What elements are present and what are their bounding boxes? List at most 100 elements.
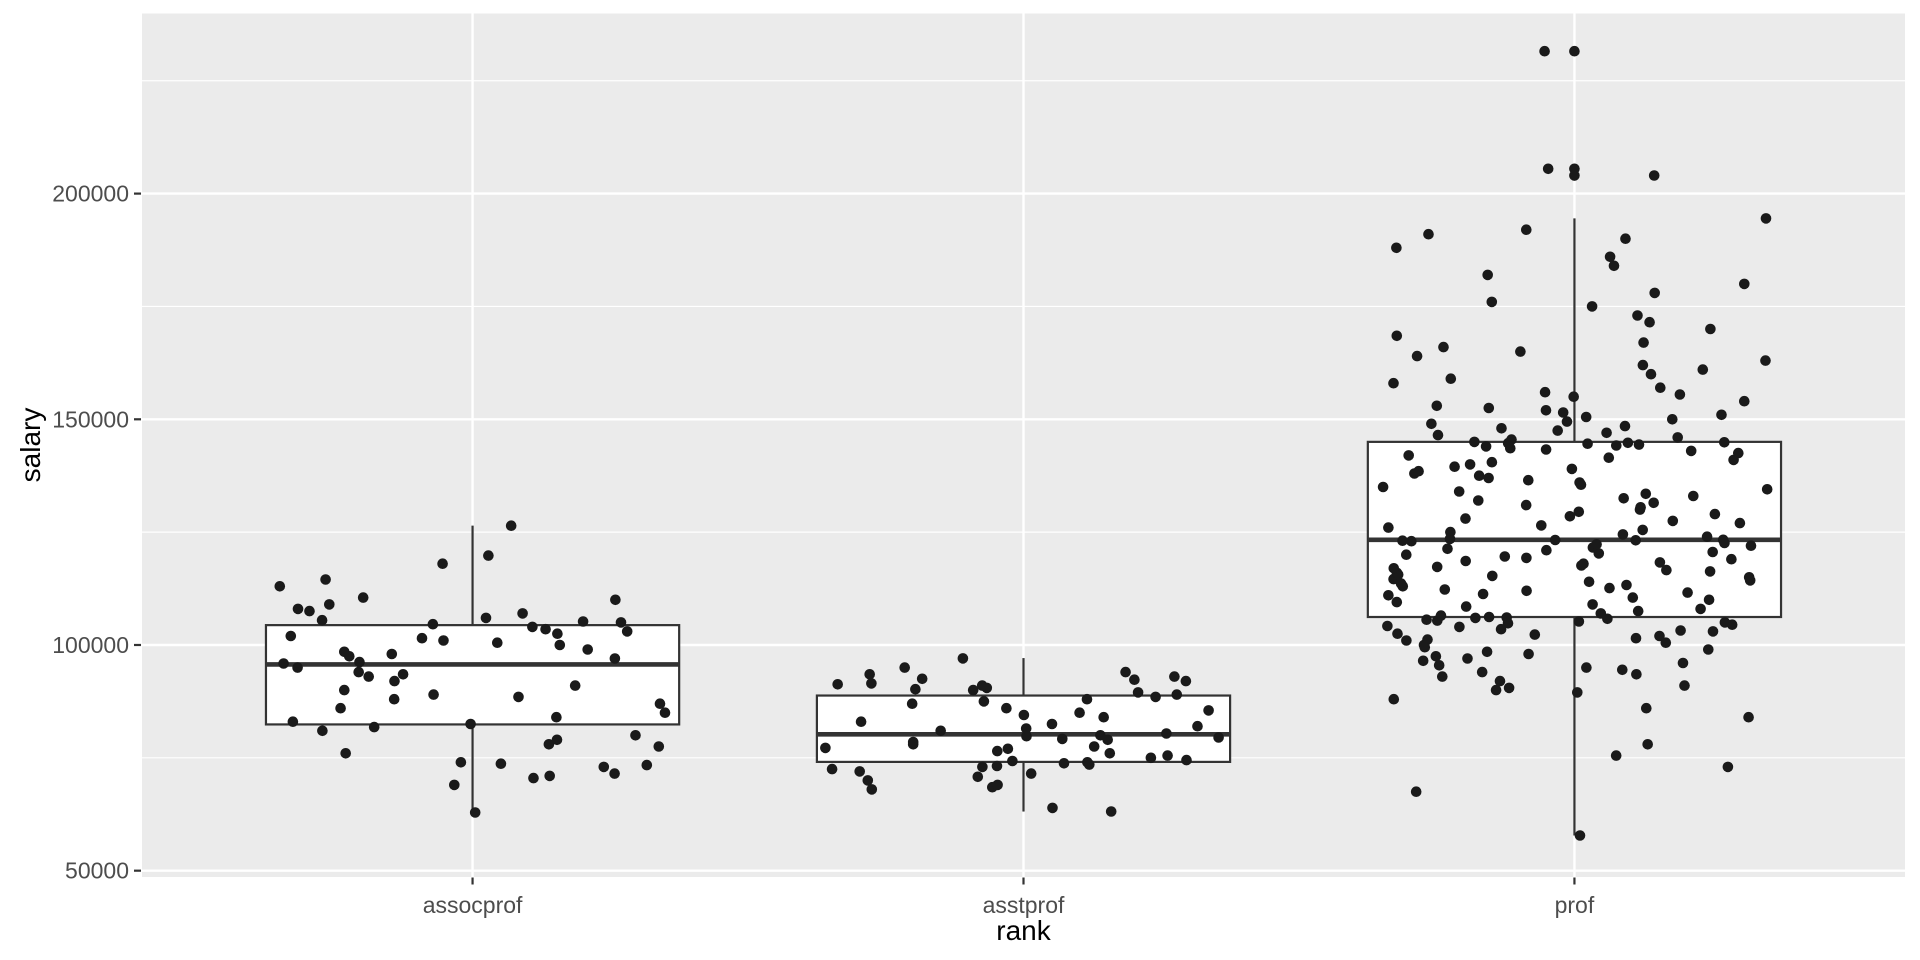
jitter-point xyxy=(1161,728,1172,739)
jitter-point xyxy=(577,616,589,627)
boxplot-asstprof xyxy=(815,658,1232,812)
jitter-point xyxy=(1648,497,1659,509)
jitter-point xyxy=(1503,682,1515,694)
jitter-point xyxy=(316,614,328,626)
jitter-point xyxy=(1529,629,1541,640)
jitter-point xyxy=(1406,535,1417,547)
jitter-point xyxy=(1523,648,1534,660)
jitter-point xyxy=(1499,551,1511,562)
jitter-point xyxy=(543,739,555,750)
jitter-point xyxy=(1464,459,1476,470)
jitter-point xyxy=(1581,662,1592,673)
jitter-point xyxy=(388,693,400,705)
jitter-point xyxy=(1707,546,1718,558)
jitter-point xyxy=(1520,499,1532,511)
jitter-point xyxy=(1660,637,1672,648)
jitter-point xyxy=(1020,723,1032,734)
jitter-point xyxy=(1046,718,1058,730)
jitter-point xyxy=(992,779,1003,791)
jitter-point xyxy=(1486,456,1498,468)
jitter-point xyxy=(357,592,369,603)
jitter-point xyxy=(630,730,641,741)
jitter-point xyxy=(1632,605,1644,617)
y-axis-title: salary xyxy=(15,408,46,483)
jitter-point xyxy=(1761,484,1773,495)
jitter-point xyxy=(1760,355,1771,366)
x-axis-title: rank xyxy=(996,915,1051,946)
jitter-point xyxy=(1401,635,1412,646)
jitter-point xyxy=(1743,572,1755,583)
jitter-point xyxy=(659,707,671,718)
jitter-point xyxy=(339,684,350,696)
jitter-point xyxy=(621,626,633,637)
jitter-point xyxy=(1397,535,1408,546)
jitter-point xyxy=(1417,655,1429,667)
jitter-point xyxy=(1180,675,1192,687)
jitter-point xyxy=(1610,750,1622,761)
jitter-point xyxy=(569,680,581,691)
jitter-point xyxy=(324,599,335,610)
jitter-point xyxy=(551,734,563,746)
jitter-point xyxy=(353,666,365,678)
jitter-point xyxy=(1695,603,1706,615)
jitter-point xyxy=(492,637,503,648)
jitter-point xyxy=(1021,730,1032,742)
jitter-point xyxy=(386,648,398,660)
jitter-point xyxy=(906,698,918,709)
jitter-point xyxy=(1591,539,1602,550)
jitter-point xyxy=(1001,702,1012,714)
jitter-point xyxy=(449,779,460,791)
jitter-point xyxy=(1401,549,1412,560)
jitter-point xyxy=(1388,563,1400,574)
jitter-point xyxy=(1377,481,1389,493)
jitter-point xyxy=(1703,594,1715,606)
jitter-point xyxy=(1392,628,1403,639)
jitter-point xyxy=(1704,566,1716,577)
jitter-point xyxy=(527,621,538,633)
jitter-point xyxy=(1648,170,1660,181)
jitter-point xyxy=(528,772,539,784)
outlier-point xyxy=(1569,163,1580,175)
jitter-point xyxy=(1454,621,1465,633)
jitter-point xyxy=(1521,585,1532,597)
jitter-point xyxy=(1388,377,1399,389)
jitter-point xyxy=(1641,702,1652,714)
jitter-point xyxy=(978,696,990,707)
jitter-point xyxy=(552,628,563,639)
jitter-point xyxy=(317,725,328,737)
jitter-point xyxy=(551,711,562,723)
jitter-point xyxy=(977,761,988,773)
jitter-point xyxy=(1679,680,1690,691)
jitter-point xyxy=(1098,711,1109,723)
boxplot-assocprof xyxy=(264,525,681,813)
jitter-point xyxy=(1739,278,1750,290)
jitter-point xyxy=(1637,524,1648,536)
jitter-point xyxy=(292,662,303,673)
jitter-point xyxy=(1422,634,1433,645)
axis-ticks xyxy=(134,192,1576,885)
jitter-point xyxy=(1642,739,1653,750)
jitter-point xyxy=(1655,382,1666,394)
jitter-point xyxy=(1449,461,1460,473)
jitter-point xyxy=(1483,472,1494,484)
jitter-point xyxy=(1703,644,1714,655)
jitter-point xyxy=(1432,429,1444,441)
jitter-point xyxy=(992,745,1003,757)
jitter-point xyxy=(1632,310,1643,321)
jitter-point xyxy=(1169,671,1180,682)
jitter-point xyxy=(1426,418,1437,430)
x-tick-label: prof xyxy=(1555,892,1595,918)
jitter-point xyxy=(304,605,315,617)
jitter-point xyxy=(1171,689,1183,700)
jitter-point xyxy=(1129,674,1140,685)
jitter-point xyxy=(544,770,555,782)
jitter-point xyxy=(1631,669,1642,680)
jitter-point xyxy=(389,675,400,687)
jitter-point xyxy=(1719,437,1730,448)
jitter-point xyxy=(1688,490,1699,502)
jitter-point xyxy=(1487,570,1498,582)
jitter-point xyxy=(609,768,620,779)
jitter-point xyxy=(335,702,346,714)
jitter-point xyxy=(1649,287,1660,299)
jitter-point xyxy=(1421,614,1432,625)
